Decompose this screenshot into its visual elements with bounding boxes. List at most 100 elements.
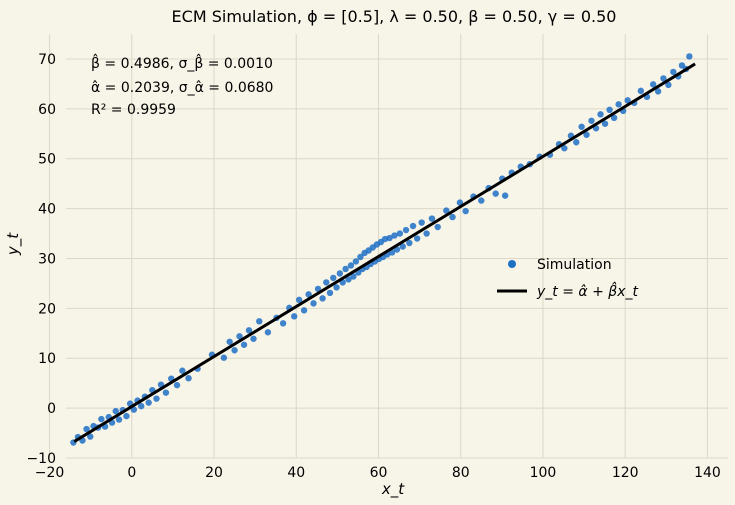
x-tick-label: 0 [127, 465, 136, 481]
scatter-point [115, 416, 123, 423]
y-tick-label: 30 [38, 251, 56, 267]
scatter-point [291, 313, 298, 320]
scatter-point [245, 327, 253, 334]
scatter-point [310, 300, 317, 307]
scatter-point [162, 389, 170, 396]
y-tick-label: 20 [38, 301, 56, 317]
x-tick-label: −20 [35, 465, 65, 481]
scatter-point [434, 223, 441, 231]
scatter-point [386, 234, 393, 242]
scatter-point [396, 230, 404, 237]
y-tick-label: 50 [38, 152, 56, 168]
y-tick-label: 10 [38, 351, 56, 367]
scatter-point [185, 374, 192, 382]
scatter-point [418, 219, 425, 226]
annotation-alpha: α̂ = 0.2039, σ_α̂ = 0.0680 [91, 80, 273, 96]
scatter-point [83, 425, 90, 433]
scatter-point [236, 333, 243, 340]
x-tick-label: 100 [530, 465, 557, 481]
scatter-point [347, 262, 355, 269]
scatter-point [610, 114, 618, 122]
x-axis-label: x_t [381, 480, 405, 499]
scatter-point [87, 433, 94, 440]
scatter-point [231, 347, 238, 354]
scatter-point [391, 232, 398, 239]
y-tick-labels: −10 0 10 20 30 40 50 60 70 [26, 52, 56, 467]
scatter-point [138, 402, 145, 410]
grid-layer [49, 34, 728, 459]
scatter-point [173, 381, 181, 389]
scatter-point [179, 367, 186, 374]
scatter-point [478, 197, 485, 204]
legend: Simulation y_t = α̂ + β̂x_t [497, 257, 638, 300]
scatter-point [443, 207, 450, 214]
scatter-point [406, 239, 413, 247]
scatter-point [402, 226, 410, 234]
scatter-point [279, 320, 287, 327]
scatter-point [583, 131, 590, 138]
scatter-point [561, 145, 568, 152]
scatter-point [670, 68, 677, 76]
scatter-point [250, 335, 257, 342]
scatter-point [333, 284, 340, 291]
scatter-point [409, 222, 417, 230]
x-tick-label: 20 [205, 465, 223, 481]
scatter-point [462, 207, 469, 215]
y-axis-label: y_t [4, 232, 23, 256]
scatter-point [357, 253, 364, 261]
scatter-point [336, 270, 344, 277]
scatter-point [295, 296, 303, 304]
scatter-point [597, 111, 604, 118]
scatter-point [350, 273, 357, 280]
scatter-point [226, 338, 233, 345]
x-tick-label: 80 [452, 465, 470, 481]
scatter-point [654, 88, 662, 95]
x-tick-label: 40 [287, 465, 305, 481]
scatter-point [305, 291, 312, 298]
scatter-point [323, 279, 330, 286]
scatter-point [449, 213, 456, 221]
x-tick-label: 120 [612, 465, 639, 481]
y-tick-label: 60 [38, 102, 56, 118]
fit-line [73, 62, 696, 443]
scatter-point [220, 354, 228, 361]
fit-line-layer [73, 62, 696, 443]
scatter-point [342, 265, 349, 273]
scatter-point [686, 53, 693, 60]
scatter-point [314, 285, 322, 293]
scatter-point [665, 81, 672, 89]
legend-label-fit: y_t = α̂ + β̂x_t [536, 281, 638, 300]
scatter-point [606, 106, 613, 114]
scatter-point [153, 395, 160, 402]
x-tick-label: 140 [694, 465, 721, 481]
scatter-point [428, 215, 436, 222]
scatter-point [423, 230, 430, 237]
annotation-beta: β̂ = 0.4986, σ_β̂ = 0.0010 [91, 53, 273, 72]
scatter-point [352, 258, 360, 265]
annotation-r2: R² = 0.9959 [91, 102, 176, 118]
scatter-point [492, 190, 499, 197]
scatter-point [345, 276, 352, 283]
scatter-point [660, 75, 667, 82]
legend-label-simulation: Simulation [537, 257, 612, 273]
scatter-point [123, 412, 130, 420]
scatter-point [573, 139, 580, 146]
scatter-point [624, 97, 631, 104]
scatter-point [300, 307, 308, 314]
y-tick-label: 70 [38, 52, 56, 68]
x-tick-label: 60 [370, 465, 388, 481]
scatter-point [326, 289, 334, 297]
scatter-point [256, 318, 263, 325]
scatter-point [145, 399, 152, 406]
scatter-point [413, 235, 421, 242]
scatter-point [501, 192, 509, 199]
y-tick-label: −10 [26, 451, 56, 467]
scatter-point [649, 81, 657, 88]
scatter-point [456, 199, 464, 206]
scatter-point [601, 120, 609, 127]
scatter-point [399, 243, 406, 250]
scatter-point [130, 406, 138, 413]
chart-title: ECM Simulation, ϕ = [0.5], λ = 0.50, β =… [172, 7, 617, 26]
legend-marker-simulation [508, 260, 516, 268]
